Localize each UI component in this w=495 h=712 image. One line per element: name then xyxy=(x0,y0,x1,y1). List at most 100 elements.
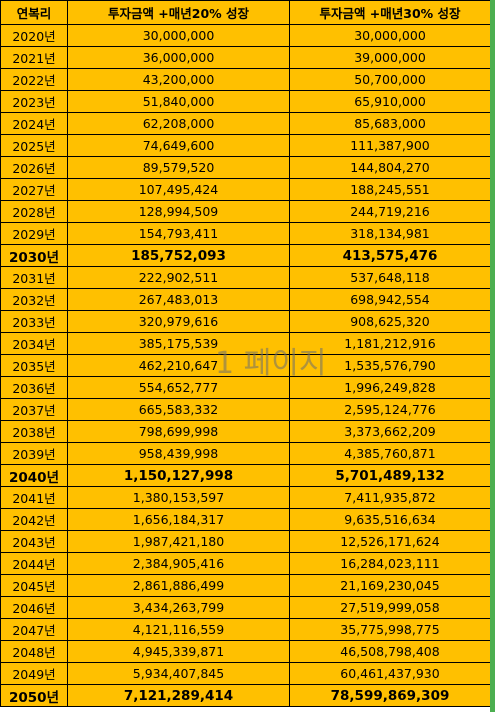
value-cell: 62,208,000 xyxy=(67,112,290,135)
value-cell: 85,683,000 xyxy=(289,112,491,135)
data-row: 2041년 1,380,153,597 7,411,935,872 xyxy=(0,486,491,509)
data-row: 2034년 385,175,539 1,181,212,916 xyxy=(0,332,491,355)
value-cell: 30,000,000 xyxy=(67,24,290,47)
data-row: 2028년 128,994,509 244,719,216 xyxy=(0,200,491,223)
value-cell: 60,461,437,930 xyxy=(289,662,491,685)
year-cell: 2029년 xyxy=(0,222,68,245)
year-cell: 2027년 xyxy=(0,178,68,201)
value-cell: 2,595,124,776 xyxy=(289,398,491,421)
year-cell: 2046년 xyxy=(0,596,68,619)
value-cell: 21,169,230,045 xyxy=(289,574,491,597)
value-cell: 51,840,000 xyxy=(67,90,290,113)
data-row: 2038년 798,699,998 3,373,662,209 xyxy=(0,420,491,443)
value-cell: 554,652,777 xyxy=(67,376,290,399)
value-cell: 27,519,999,058 xyxy=(289,596,491,619)
year-cell: 2036년 xyxy=(0,376,68,399)
value-cell: 1,380,153,597 xyxy=(67,486,290,509)
value-cell: 320,979,616 xyxy=(67,310,290,333)
year-cell: 2023년 xyxy=(0,90,68,113)
value-cell: 144,804,270 xyxy=(289,156,491,179)
value-cell: 3,434,263,799 xyxy=(67,596,290,619)
data-row: 2022년 43,200,000 50,700,000 xyxy=(0,68,491,91)
data-row: 2050년 7,121,289,414 78,599,869,309 xyxy=(0,684,491,707)
value-cell: 537,648,118 xyxy=(289,266,491,289)
value-cell: 244,719,216 xyxy=(289,200,491,223)
value-cell: 908,625,320 xyxy=(289,310,491,333)
value-cell: 318,134,981 xyxy=(289,222,491,245)
data-row: 2035년 462,210,647 1,535,576,790 xyxy=(0,354,491,377)
data-row: 2042년 1,656,184,317 9,635,516,634 xyxy=(0,508,491,531)
value-cell: 7,411,935,872 xyxy=(289,486,491,509)
data-row: 2031년 222,902,511 537,648,118 xyxy=(0,266,491,289)
value-cell: 4,385,760,871 xyxy=(289,442,491,465)
data-row: 2027년 107,495,424 188,245,551 xyxy=(0,178,491,201)
value-cell: 413,575,476 xyxy=(289,244,491,267)
value-cell: 188,245,551 xyxy=(289,178,491,201)
year-cell: 2048년 xyxy=(0,640,68,663)
value-cell: 462,210,647 xyxy=(67,354,290,377)
value-cell: 12,526,171,624 xyxy=(289,530,491,553)
value-cell: 154,793,411 xyxy=(67,222,290,245)
value-cell: 74,649,600 xyxy=(67,134,290,157)
year-cell: 2042년 xyxy=(0,508,68,531)
year-cell: 2043년 xyxy=(0,530,68,553)
year-cell: 2039년 xyxy=(0,442,68,465)
data-row: 2039년 958,439,998 4,385,760,871 xyxy=(0,442,491,465)
value-cell: 385,175,539 xyxy=(67,332,290,355)
year-cell: 2031년 xyxy=(0,266,68,289)
value-cell: 5,934,407,845 xyxy=(67,662,290,685)
value-cell: 35,775,998,775 xyxy=(289,618,491,641)
value-cell: 5,701,489,132 xyxy=(289,464,491,487)
value-cell: 투자금액 +매년20% 성장 xyxy=(67,0,290,25)
year-cell: 2025년 xyxy=(0,134,68,157)
year-cell: 2037년 xyxy=(0,398,68,421)
year-cell: 2033년 xyxy=(0,310,68,333)
value-cell: 7,121,289,414 xyxy=(67,684,290,707)
value-cell: 3,373,662,209 xyxy=(289,420,491,443)
value-cell: 1,996,249,828 xyxy=(289,376,491,399)
value-cell: 1,656,184,317 xyxy=(67,508,290,531)
data-row: 2047년 4,121,116,559 35,775,998,775 xyxy=(0,618,491,641)
value-cell: 1,150,127,998 xyxy=(67,464,290,487)
data-row: 2048년 4,945,339,871 46,508,798,408 xyxy=(0,640,491,663)
data-row: 2043년 1,987,421,180 12,526,171,624 xyxy=(0,530,491,553)
value-cell: 2,384,905,416 xyxy=(67,552,290,575)
data-row: 2020년 30,000,000 30,000,000 xyxy=(0,24,491,47)
year-cell: 2034년 xyxy=(0,332,68,355)
value-cell: 4,121,116,559 xyxy=(67,618,290,641)
value-cell: 2,861,886,499 xyxy=(67,574,290,597)
value-cell: 65,910,000 xyxy=(289,90,491,113)
data-row: 2044년 2,384,905,416 16,284,023,111 xyxy=(0,552,491,575)
data-row: 2024년 62,208,000 85,683,000 xyxy=(0,112,491,135)
value-cell: 665,583,332 xyxy=(67,398,290,421)
data-row: 2030년 185,752,093 413,575,476 xyxy=(0,244,491,267)
data-row: 2037년 665,583,332 2,595,124,776 xyxy=(0,398,491,421)
data-row: 2026년 89,579,520 144,804,270 xyxy=(0,156,491,179)
value-cell: 222,902,511 xyxy=(67,266,290,289)
value-cell: 185,752,093 xyxy=(67,244,290,267)
year-cell: 2047년 xyxy=(0,618,68,641)
year-cell: 2024년 xyxy=(0,112,68,135)
value-cell: 16,284,023,111 xyxy=(289,552,491,575)
year-cell: 2038년 xyxy=(0,420,68,443)
sheet-edge xyxy=(490,0,495,712)
value-cell: 107,495,424 xyxy=(67,178,290,201)
data-row: 2040년 1,150,127,998 5,701,489,132 xyxy=(0,464,491,487)
value-cell: 798,699,998 xyxy=(67,420,290,443)
value-cell: 1,987,421,180 xyxy=(67,530,290,553)
value-cell: 43,200,000 xyxy=(67,68,290,91)
data-row: 2045년 2,861,886,499 21,169,230,045 xyxy=(0,574,491,597)
year-cell: 2030년 xyxy=(0,244,68,267)
data-row: 2021년 36,000,000 39,000,000 xyxy=(0,46,491,69)
year-cell: 연복리 xyxy=(0,0,68,25)
year-cell: 2035년 xyxy=(0,354,68,377)
value-cell: 267,483,013 xyxy=(67,288,290,311)
value-cell: 39,000,000 xyxy=(289,46,491,69)
data-row: 2046년 3,434,263,799 27,519,999,058 xyxy=(0,596,491,619)
value-cell: 1,535,576,790 xyxy=(289,354,491,377)
year-cell: 2032년 xyxy=(0,288,68,311)
data-row: 2033년 320,979,616 908,625,320 xyxy=(0,310,491,333)
value-cell: 30,000,000 xyxy=(289,24,491,47)
value-cell: 9,635,516,634 xyxy=(289,508,491,531)
